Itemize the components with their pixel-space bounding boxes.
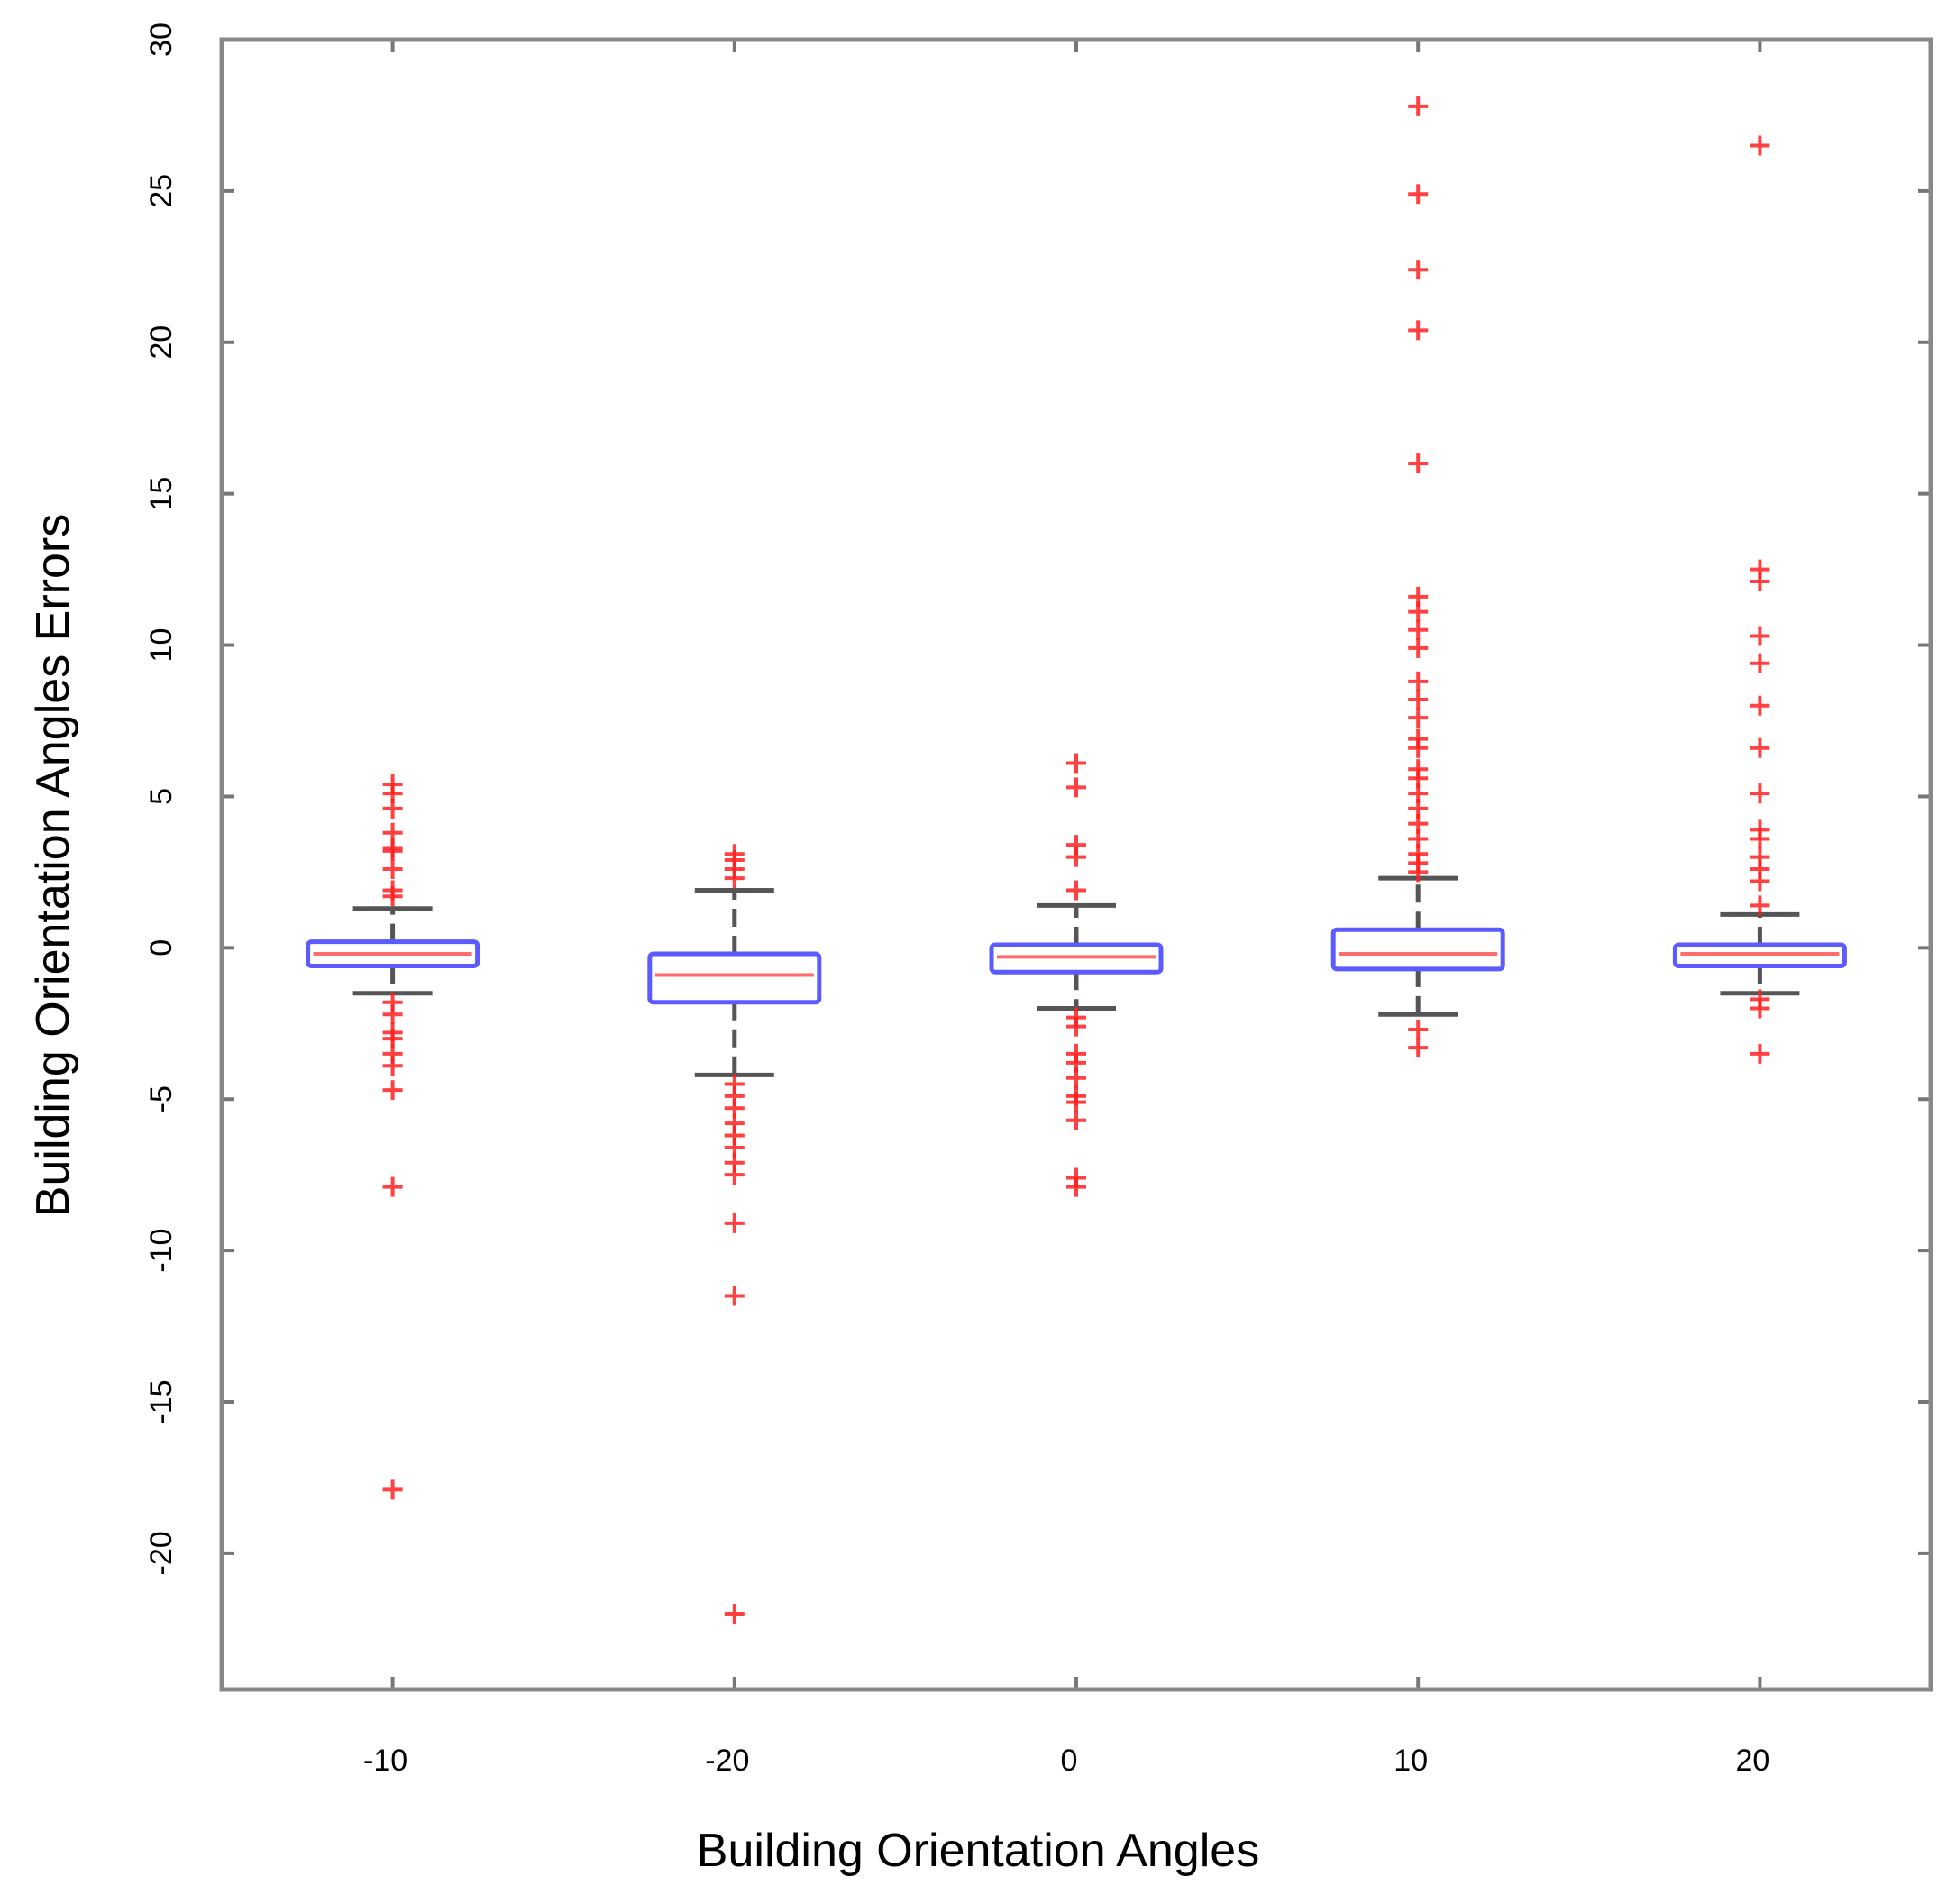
box-group--10 [306,906,480,996]
outlier-point [1408,184,1429,205]
outlier-point [1750,737,1770,758]
outlier-point [724,1213,745,1233]
box-group--20 [647,888,822,1077]
outlier-point [1066,753,1086,774]
outlier-point [1408,671,1429,691]
outlier-point [1408,453,1429,474]
outlier-point [1408,601,1429,622]
outlier-point [1408,320,1429,341]
outlier-point [1750,871,1770,892]
outlier-point [382,1080,403,1101]
y-tick-label: 5 [144,788,178,805]
x-tick-label: -10 [363,1744,407,1778]
outlier-point [382,1479,403,1500]
y-axis-title: Building Orientation Angles Errors [27,514,79,1217]
outlier-point [1408,1038,1429,1058]
outlier-point [1408,708,1429,728]
x-tick-label: 0 [1061,1744,1078,1778]
outlier-point [1408,260,1429,280]
box-group-20 [1672,911,1847,996]
y-tick-label: -20 [144,1531,178,1575]
box-group-10 [1330,875,1505,1017]
outlier-point [1066,1067,1086,1088]
outlier-point [1066,847,1086,867]
outlier-point [1066,1092,1086,1112]
x-tick-label: 10 [1394,1744,1428,1778]
outlier-point [1408,619,1429,640]
outlier-point [1408,862,1429,883]
outlier-point [1750,653,1770,673]
outlier-point [724,868,745,889]
y-tick-label: 25 [144,174,178,208]
outlier-point [724,1165,745,1185]
outlier-point [724,1286,745,1306]
y-tick-label: -15 [144,1379,178,1423]
outlier-point [382,886,403,907]
y-tick-label: 0 [144,939,178,957]
outlier-point [1066,1016,1086,1037]
outlier-point [724,1604,745,1625]
outlier-point [1408,690,1429,709]
iqr-box [1330,927,1505,972]
outlier-point [1750,828,1770,849]
outliers-layer [382,96,1770,1625]
tick-labels-layer: 30 25 20 15 10 5 0 -5 -10 -15 -20 -10 -20 0 10 20 [144,23,1769,1778]
outlier-point [1750,572,1770,592]
outlier-point [382,1176,403,1197]
outlier-point [382,1056,403,1076]
y-tick-label: 20 [144,325,178,360]
iqr-box [647,951,822,1005]
y-tick-label: 30 [144,23,178,57]
outlier-point [1408,96,1429,116]
outlier-point [382,840,403,861]
plot-frame [219,37,1933,1692]
outlier-point [1408,1020,1429,1039]
outlier-point [1066,880,1086,901]
outlier-point [1750,1043,1770,1064]
y-tick-label: 10 [144,628,178,663]
outlier-point [382,859,403,880]
outlier-point [1408,737,1429,758]
x-axis-title: Building Orientation Angles [697,1825,1259,1877]
outlier-point [382,1004,403,1025]
outlier-point [382,798,403,819]
outlier-point [1066,1110,1086,1130]
x-tick-label: -20 [705,1744,749,1778]
outlier-point [1750,783,1770,804]
outlier-point [1066,1176,1086,1197]
y-tick-label: 15 [144,477,178,511]
y-tick-label: -10 [144,1229,178,1273]
outlier-point [1750,626,1770,646]
outlier-point [1750,895,1770,916]
boxes-layer [306,875,1847,1077]
x-tick-label: 20 [1735,1744,1769,1778]
outlier-point [1750,998,1770,1019]
outlier-point [1750,695,1770,716]
y-tick-label: -5 [144,1085,178,1112]
outlier-point [1750,135,1770,156]
outlier-point [1066,777,1086,798]
outlier-point [1408,637,1429,658]
box-group-0 [989,902,1164,1011]
